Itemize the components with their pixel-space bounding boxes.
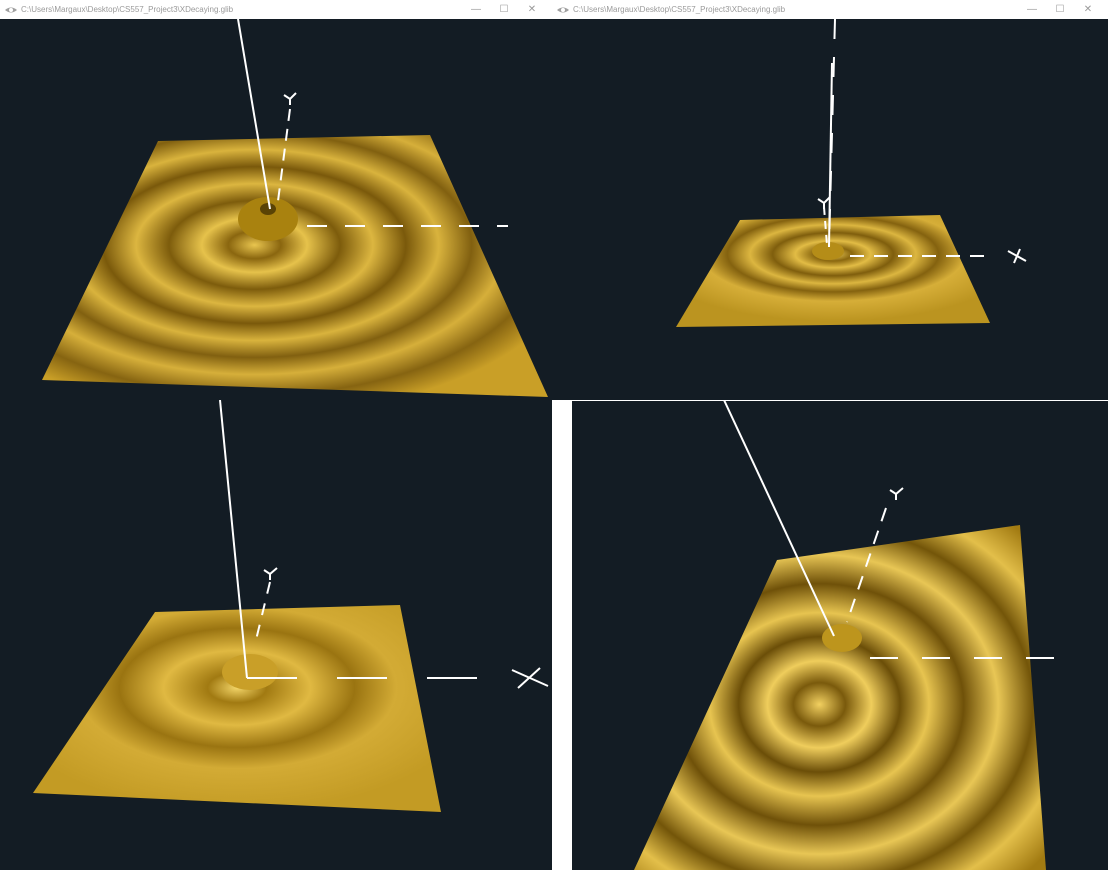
close-icon[interactable]: ✕ <box>527 4 537 15</box>
y-axis <box>846 507 887 623</box>
window-title: C:\Users\Margaux\Desktop\CS557_Project3\… <box>21 5 234 14</box>
maximize-icon[interactable]: ☐ <box>1055 4 1065 15</box>
z-axis <box>723 400 835 637</box>
surface-peak <box>238 197 298 241</box>
x-axis-label-icon <box>511 667 549 689</box>
decaying-ripple-surface-render <box>676 19 1027 327</box>
surface-mesh <box>634 525 1046 870</box>
glman-window-bottom-left[interactable] <box>0 400 552 870</box>
render-viewport[interactable] <box>0 19 552 400</box>
decaying-ripple-surface-render <box>42 19 548 397</box>
surface-peak <box>812 242 844 260</box>
surface-mesh <box>676 215 990 327</box>
surface-peak <box>822 624 862 652</box>
glman-eye-icon <box>557 7 569 12</box>
render-viewport[interactable] <box>0 400 552 870</box>
close-icon[interactable]: ✕ <box>1083 4 1093 15</box>
surface-peak <box>222 654 278 690</box>
y-axis <box>277 108 291 202</box>
surface-mesh <box>33 605 441 812</box>
decaying-ripple-surface-render <box>33 400 549 812</box>
window-titlebar[interactable]: C:\Users\Margaux\Desktop\CS557_Project3\… <box>0 0 552 19</box>
z-axis <box>237 19 271 210</box>
glman-eye-icon <box>5 7 17 12</box>
y-axis <box>255 581 271 641</box>
minimize-icon[interactable]: — <box>471 4 481 15</box>
coordinate-axes <box>237 19 508 227</box>
y-axis-label-icon <box>283 92 297 105</box>
coordinate-axes <box>723 400 1070 659</box>
glman-window-bottom-right[interactable] <box>572 400 1108 870</box>
z-axis-solid <box>828 62 833 248</box>
window-title: C:\Users\Margaux\Desktop\CS557_Project3\… <box>573 5 786 14</box>
render-viewport[interactable] <box>572 400 1108 870</box>
glman-window-top-right[interactable]: C:\Users\Margaux\Desktop\CS557_Project3\… <box>552 0 1108 400</box>
y-axis-label-icon <box>263 567 278 580</box>
coordinate-axes <box>219 400 549 689</box>
x-axis-label-icon <box>1007 248 1027 264</box>
y-axis-label-icon <box>817 196 831 209</box>
render-viewport[interactable] <box>552 19 1108 400</box>
y-axis-label-icon <box>889 487 904 500</box>
window-titlebar[interactable]: C:\Users\Margaux\Desktop\CS557_Project3\… <box>552 0 1108 19</box>
minimize-icon[interactable]: — <box>1027 4 1037 15</box>
coordinate-axes <box>817 19 1027 264</box>
maximize-icon[interactable]: ☐ <box>499 4 509 15</box>
glman-window-top-left[interactable]: C:\Users\Margaux\Desktop\CS557_Project3\… <box>0 0 552 400</box>
z-axis <box>219 400 248 679</box>
surface-mesh <box>42 135 548 397</box>
decaying-ripple-surface-render <box>572 400 1108 870</box>
y-axis <box>823 206 828 246</box>
